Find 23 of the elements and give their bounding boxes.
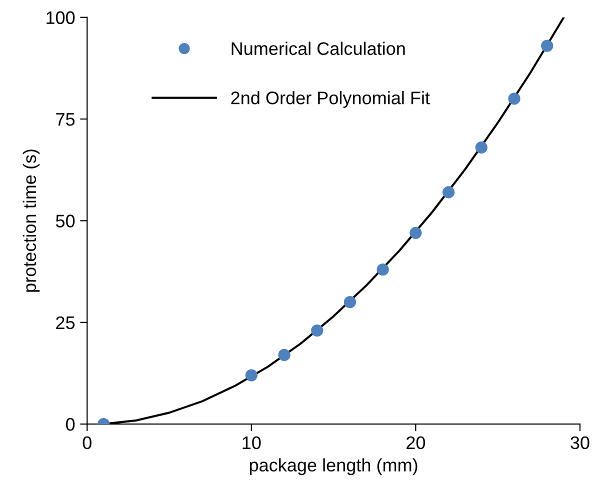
- y-tick-label: 0: [66, 418, 75, 431]
- y-tick-label: 75: [56, 113, 75, 126]
- point: [442, 186, 455, 198]
- x-tick-label: 10: [242, 436, 261, 450]
- point: [541, 40, 554, 52]
- y-axis-title: protection time (s): [22, 150, 40, 292]
- y-tick-label: 25: [56, 316, 75, 330]
- point: [508, 92, 520, 105]
- point: [311, 324, 324, 337]
- y-tick-label: 50: [56, 214, 75, 228]
- x-axis-title: package length (mm): [250, 458, 418, 476]
- y-tick-label: 100: [46, 11, 75, 24]
- point: [376, 263, 389, 276]
- x-tick-label: 0: [82, 436, 92, 450]
- point: [344, 296, 356, 308]
- x-tick-label: 20: [406, 436, 426, 450]
- legend-label: Numerical Calculation: [232, 42, 405, 56]
- point: [245, 369, 258, 382]
- point: [475, 141, 488, 154]
- legend-label: 2nd Order Polynomial Fit: [231, 91, 430, 108]
- point: [278, 348, 290, 362]
- point: [410, 226, 422, 239]
- x-tick-label: 30: [570, 436, 590, 450]
